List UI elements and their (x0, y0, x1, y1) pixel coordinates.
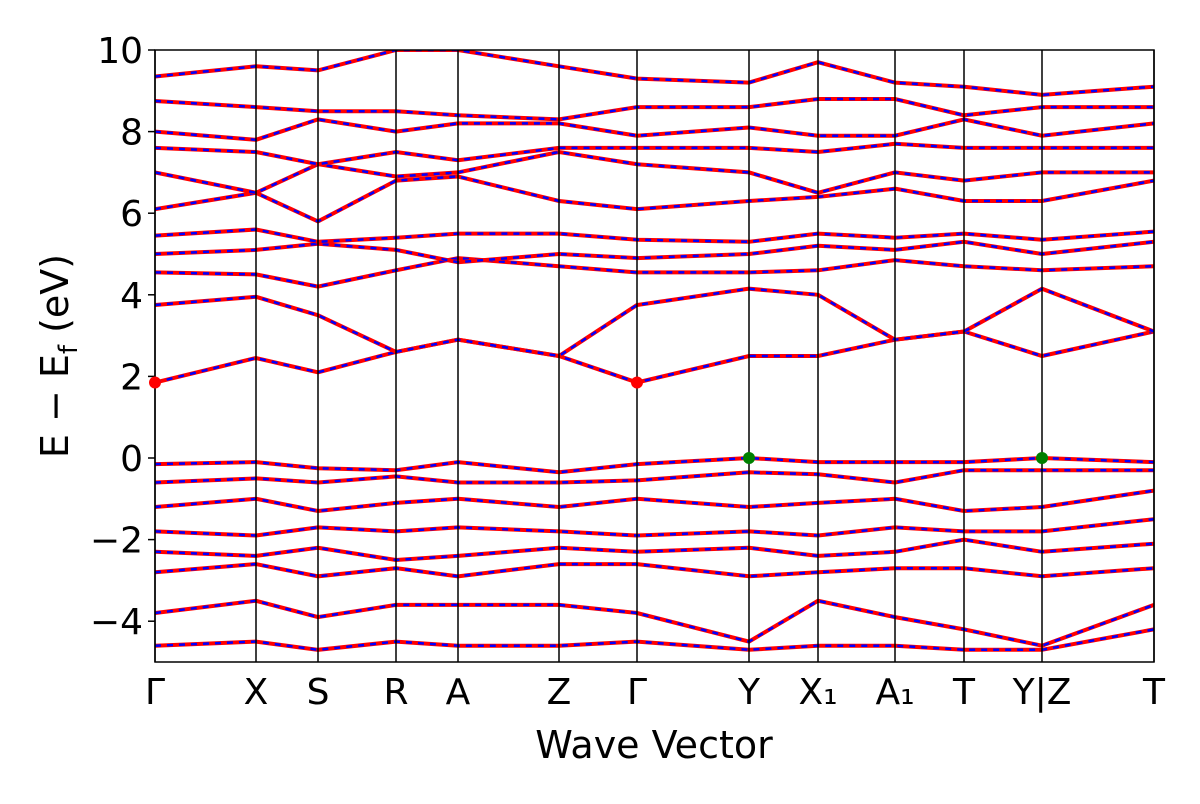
y-tick-label: 6 (120, 194, 143, 235)
band-line (155, 227, 1154, 244)
x-tick-label: X₁ (798, 672, 837, 713)
x-tick-label: A (446, 672, 471, 713)
band-line (155, 97, 1154, 122)
y-tick-label: −4 (90, 602, 143, 643)
band-edge-marker (743, 452, 755, 464)
band-overlay (155, 50, 1154, 97)
band-edge-marker (631, 376, 643, 389)
y-axis-label: E − Ef (eV) (33, 254, 84, 458)
band-line (155, 174, 1154, 224)
band-line (155, 517, 1154, 538)
band-line (155, 562, 1154, 579)
x-tick-label: Z (547, 672, 572, 713)
x-tick-label: Γ (627, 672, 647, 713)
x-tick-label: S (307, 672, 330, 713)
x-tick-label: R (383, 672, 408, 713)
band-overlay (155, 330, 1154, 384)
band-edge-marker (1036, 452, 1048, 464)
band-line (155, 239, 1154, 265)
x-axis-label: Wave Vector (535, 723, 773, 767)
x-tick-label: X (244, 672, 269, 713)
band-line (155, 329, 1154, 385)
x-tick-label: Y (737, 672, 761, 713)
y-tick-label: 4 (120, 276, 143, 317)
x-tick-label: Γ (145, 672, 165, 713)
y-tick-label: 2 (120, 357, 143, 398)
band-line (155, 598, 1154, 648)
y-tick-label: 10 (97, 31, 143, 72)
y-label-sub: f (54, 344, 84, 354)
plot-frame (154, 49, 1155, 663)
plot-area (155, 50, 1154, 652)
y-tick-label: 8 (120, 113, 143, 154)
y-label-unit: (eV) (33, 254, 77, 333)
x-tick-label: A₁ (875, 672, 914, 713)
x-tick-label: T (952, 672, 976, 713)
band-line (155, 50, 1154, 97)
band-line (155, 117, 1154, 142)
x-tick-label: T (1142, 672, 1166, 713)
y-tick-label: 0 (120, 439, 143, 480)
y-label-main: E − E (33, 354, 77, 458)
y-tick-label: −2 (90, 521, 143, 562)
band-line (155, 537, 1154, 563)
x-tick-label: Y|Z (1012, 672, 1072, 713)
band-line (155, 149, 1154, 195)
band-edge-marker (149, 376, 161, 389)
